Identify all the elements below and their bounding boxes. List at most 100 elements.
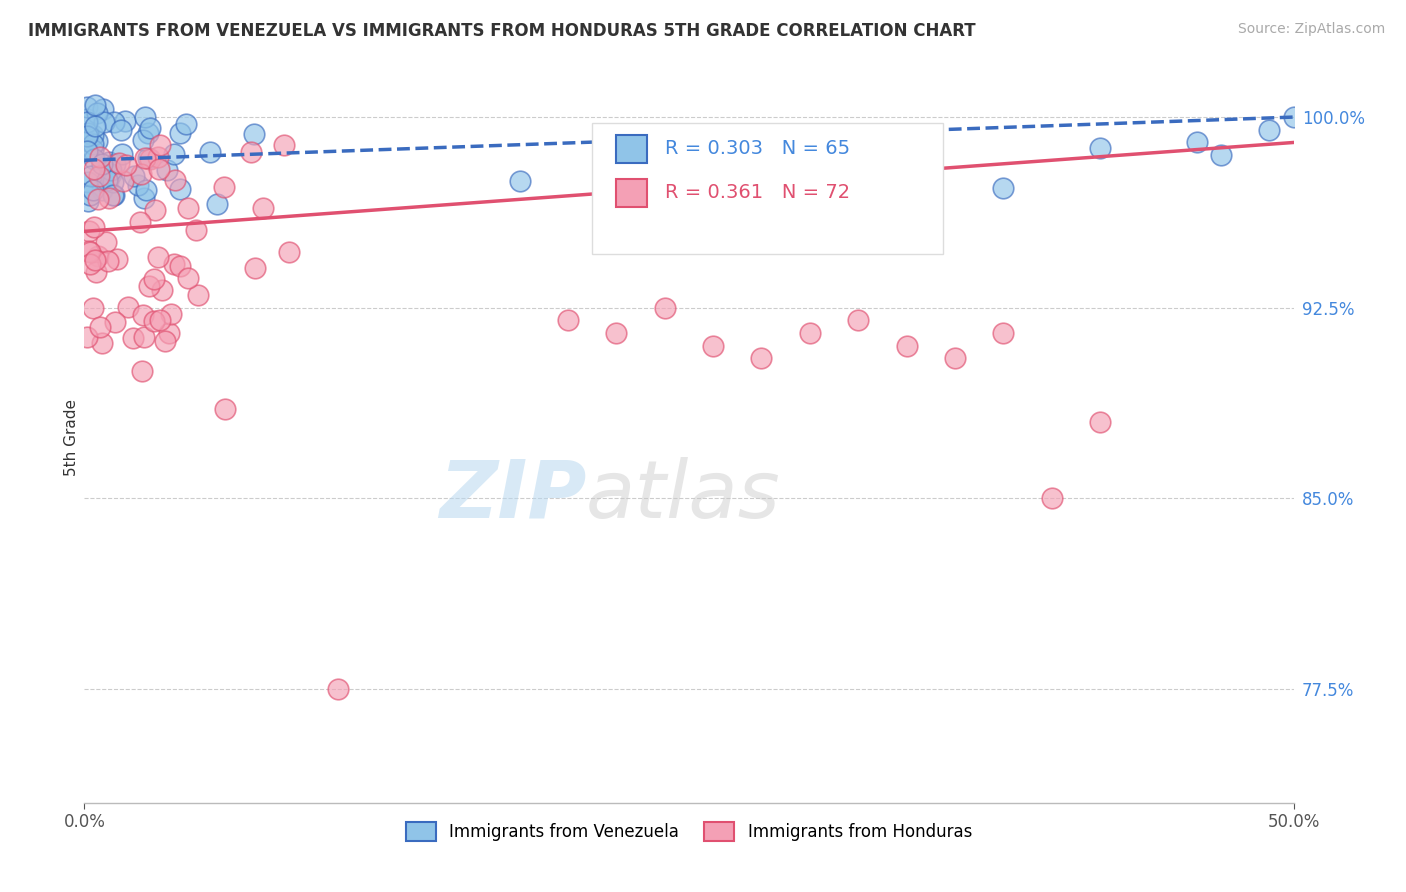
Legend: Immigrants from Venezuela, Immigrants from Honduras: Immigrants from Venezuela, Immigrants fr…	[398, 814, 980, 849]
Point	[160, 308, 183, 322]
Point	[103, 188, 125, 202]
Point	[131, 167, 153, 181]
Point	[605, 326, 627, 340]
Point	[104, 157, 127, 171]
Point	[77, 244, 100, 258]
Point	[143, 202, 166, 217]
Point	[84, 119, 107, 133]
Point	[128, 215, 150, 229]
Point	[205, 197, 228, 211]
Point	[139, 152, 162, 166]
Point	[654, 301, 676, 315]
Point	[198, 145, 221, 160]
Point	[163, 257, 186, 271]
Point	[76, 134, 98, 148]
Point	[90, 157, 112, 171]
Point	[90, 335, 112, 350]
Point	[79, 257, 101, 271]
Point	[157, 326, 180, 340]
FancyBboxPatch shape	[592, 122, 943, 254]
Point	[1282, 110, 1305, 124]
Point	[150, 283, 173, 297]
Point	[82, 128, 104, 143]
Point	[1209, 148, 1232, 162]
Point	[84, 265, 107, 279]
Text: ZIP: ZIP	[439, 457, 586, 534]
Point	[131, 364, 153, 378]
Point	[83, 162, 105, 177]
Text: R = 0.361   N = 72: R = 0.361 N = 72	[665, 183, 849, 202]
Point	[1088, 415, 1111, 429]
Point	[104, 315, 127, 329]
Point	[87, 250, 110, 264]
Point	[76, 112, 98, 127]
Point	[103, 188, 125, 202]
Point	[149, 313, 172, 327]
Point	[97, 174, 120, 188]
Point	[76, 330, 98, 344]
Point	[751, 186, 773, 201]
Point	[277, 245, 299, 260]
Point	[117, 300, 139, 314]
Point	[702, 339, 724, 353]
Point	[212, 179, 235, 194]
Point	[112, 173, 135, 187]
Point	[146, 250, 169, 264]
Point	[90, 183, 112, 197]
Point	[77, 224, 100, 238]
Point	[240, 145, 263, 159]
Point	[169, 259, 191, 273]
Point	[138, 120, 160, 135]
Point	[82, 183, 104, 197]
Point	[605, 191, 627, 205]
Point	[110, 123, 132, 137]
Point	[1040, 491, 1063, 505]
Point	[83, 220, 105, 235]
Point	[97, 155, 120, 169]
Bar	[616, 135, 647, 163]
Point	[82, 301, 104, 315]
Point	[91, 102, 114, 116]
Point	[557, 313, 579, 327]
Point	[174, 117, 197, 131]
Y-axis label: 5th Grade: 5th Grade	[63, 399, 79, 475]
Point	[131, 308, 153, 322]
Point	[96, 173, 118, 187]
Point	[122, 169, 145, 184]
Point	[846, 313, 869, 327]
Point	[79, 188, 101, 202]
Point	[184, 223, 207, 237]
Point	[105, 252, 128, 266]
Point	[138, 279, 160, 293]
Point	[163, 172, 186, 186]
Point	[243, 260, 266, 275]
Text: R = 0.303   N = 65: R = 0.303 N = 65	[665, 139, 849, 159]
Point	[86, 134, 108, 148]
Bar	[616, 179, 647, 207]
Point	[177, 271, 200, 285]
Point	[993, 181, 1015, 195]
Point	[136, 151, 159, 165]
Point	[76, 115, 98, 129]
Point	[169, 182, 191, 196]
Point	[896, 339, 918, 353]
Point	[149, 137, 172, 152]
Point	[135, 183, 157, 197]
Point	[93, 115, 115, 129]
Point	[156, 162, 179, 177]
Text: IMMIGRANTS FROM VENEZUELA VS IMMIGRANTS FROM HONDURAS 5TH GRADE CORRELATION CHAR: IMMIGRANTS FROM VENEZUELA VS IMMIGRANTS …	[28, 22, 976, 40]
Point	[132, 133, 155, 147]
Point	[751, 351, 773, 366]
Point	[98, 168, 121, 182]
Point	[214, 402, 236, 417]
Point	[94, 235, 117, 249]
Point	[1185, 136, 1208, 150]
Point	[76, 100, 98, 114]
Point	[122, 331, 145, 345]
Point	[943, 351, 966, 366]
Point	[127, 178, 149, 193]
Text: Source: ZipAtlas.com: Source: ZipAtlas.com	[1237, 22, 1385, 37]
Point	[83, 152, 105, 166]
Point	[134, 191, 156, 205]
Point	[176, 201, 198, 215]
